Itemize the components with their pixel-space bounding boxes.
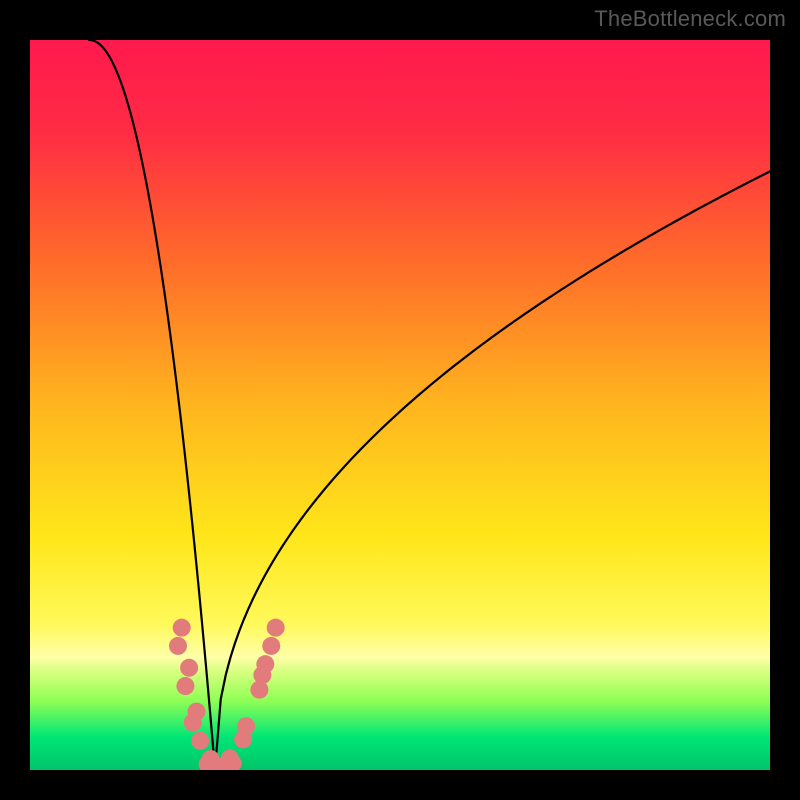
data-marker: [184, 714, 202, 732]
data-marker: [267, 619, 285, 637]
data-marker: [237, 717, 255, 735]
data-marker: [253, 666, 271, 684]
data-marker: [191, 732, 209, 750]
data-marker: [169, 637, 187, 655]
chart-stage: TheBottleneck.com: [0, 0, 800, 800]
bottleneck-chart: [0, 0, 800, 800]
data-marker: [180, 659, 198, 677]
data-marker: [173, 619, 191, 637]
data-marker: [262, 637, 280, 655]
plot-background: [30, 40, 770, 770]
data-marker: [176, 677, 194, 695]
data-marker: [221, 749, 239, 767]
